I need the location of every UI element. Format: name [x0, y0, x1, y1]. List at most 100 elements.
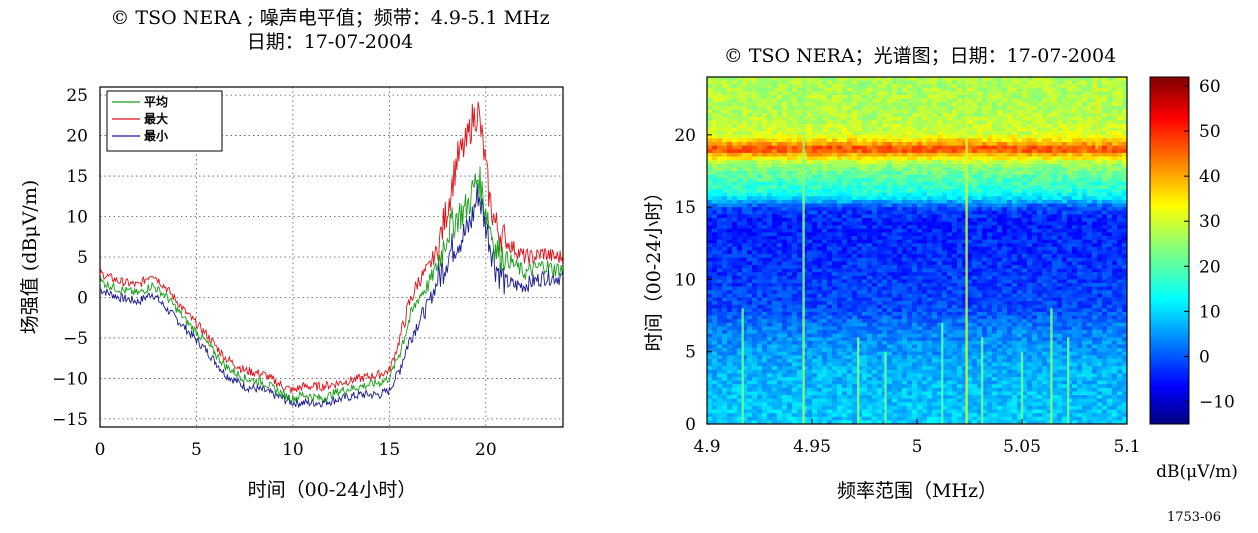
heatmap-cell	[872, 236, 877, 240]
heatmap-cell	[1067, 142, 1072, 146]
heatmap-cell	[772, 247, 777, 251]
heatmap-cell	[1032, 229, 1037, 233]
heatmap-cell	[1047, 182, 1052, 186]
heatmap-cell	[1027, 149, 1032, 153]
heatmap-cell	[742, 261, 747, 265]
heatmap-cell	[1052, 142, 1057, 146]
heatmap-cell	[762, 265, 767, 269]
heatmap-cell	[877, 182, 882, 186]
heatmap-cell	[1072, 232, 1077, 236]
heatmap-cell	[852, 84, 857, 88]
heatmap-cell	[1087, 225, 1092, 229]
heatmap-cell	[877, 214, 882, 218]
heatmap-cell	[807, 243, 812, 247]
heatmap-cell	[1112, 102, 1117, 106]
heatmap-cell	[787, 269, 792, 273]
heatmap-cell	[782, 254, 787, 258]
heatmap-cell	[957, 182, 962, 186]
heatmap-cell	[757, 204, 762, 208]
heatmap-cell	[952, 149, 957, 153]
heatmap-cell	[1057, 207, 1062, 211]
heatmap-cell	[742, 222, 747, 226]
heatmap-cell	[727, 167, 732, 171]
heatmap-cell	[887, 167, 892, 171]
heatmap-cell	[842, 88, 847, 92]
heatmap-cell	[752, 120, 757, 124]
heatmap-cell	[862, 102, 867, 106]
heatmap-cell	[817, 225, 822, 229]
heatmap-cell	[947, 160, 952, 164]
heatmap-cell	[822, 153, 827, 157]
heatmap-cell	[1102, 138, 1107, 142]
heatmap-cell	[992, 91, 997, 95]
heatmap-cell	[1092, 207, 1097, 211]
heatmap-cell	[927, 113, 932, 117]
heatmap-cell	[1112, 110, 1117, 114]
heatmap-cell	[987, 189, 992, 193]
heatmap-cell	[902, 142, 907, 146]
heatmap-cell	[887, 218, 892, 222]
heatmap-cell	[1012, 124, 1017, 128]
heatmap-cell	[822, 193, 827, 197]
heatmap-cell	[837, 218, 842, 222]
heatmap-cell	[1067, 269, 1072, 273]
heatmap-cell	[957, 254, 962, 258]
heatmap-cell	[1007, 138, 1012, 142]
heatmap-cell	[712, 247, 717, 251]
heatmap-cell	[862, 128, 867, 132]
heatmap-cell	[1082, 232, 1087, 236]
heatmap-cell	[952, 178, 957, 182]
heatmap-cell	[762, 149, 767, 153]
heatmap-cell	[1057, 272, 1062, 276]
heatmap-cell	[762, 272, 767, 276]
heatmap-cell	[947, 236, 952, 240]
heatmap-cell	[732, 117, 737, 121]
heatmap-cell	[972, 200, 977, 204]
heatmap-cell	[1032, 167, 1037, 171]
heatmap-cell	[1107, 117, 1112, 121]
heatmap-cell	[1027, 99, 1032, 103]
heatmap-cell	[1097, 157, 1102, 161]
heatmap-cell	[787, 95, 792, 99]
heatmap-cell	[847, 99, 852, 103]
heatmap-cell	[797, 189, 802, 193]
heatmap-cell	[1047, 269, 1052, 273]
left-y-tick-label: −15	[52, 410, 88, 430]
heatmap-cell	[827, 214, 832, 218]
heatmap-cell	[1082, 88, 1087, 92]
heatmap-cell	[747, 91, 752, 95]
heatmap-cell	[767, 261, 772, 265]
heatmap-cell	[992, 120, 997, 124]
heatmap-cell	[1037, 102, 1042, 106]
heatmap-cell	[1117, 178, 1122, 182]
heatmap-cell	[1037, 95, 1042, 99]
heatmap-cell	[792, 113, 797, 117]
heatmap-cell	[747, 153, 752, 157]
heatmap-cell	[947, 276, 952, 280]
left-x-tick-label: 5	[191, 440, 202, 460]
heatmap-cell	[787, 258, 792, 262]
heatmap-cell	[857, 211, 862, 215]
heatmap-cell	[827, 185, 832, 189]
heatmap-cell	[1077, 283, 1082, 287]
heatmap-cell	[867, 142, 872, 146]
heatmap-cell	[772, 182, 777, 186]
heatmap-cell	[877, 135, 882, 139]
heatmap-cell	[912, 138, 917, 142]
heatmap-cell	[867, 128, 872, 132]
heatmap-cell	[832, 120, 837, 124]
heatmap-cell	[1067, 218, 1072, 222]
heatmap-cell	[1077, 279, 1082, 283]
heatmap-cell	[957, 99, 962, 103]
heatmap-cell	[797, 88, 802, 92]
heatmap-cell	[762, 138, 767, 142]
heatmap-cell	[1072, 91, 1077, 95]
heatmap-cell	[712, 251, 717, 255]
heatmap-cell	[1057, 258, 1062, 262]
heatmap-cell	[892, 153, 897, 157]
heatmap-cell	[1102, 254, 1107, 258]
heatmap-cell	[857, 164, 862, 168]
heatmap-cell	[847, 279, 852, 283]
heatmap-cell	[1002, 200, 1007, 204]
heatmap-cell	[882, 272, 887, 276]
